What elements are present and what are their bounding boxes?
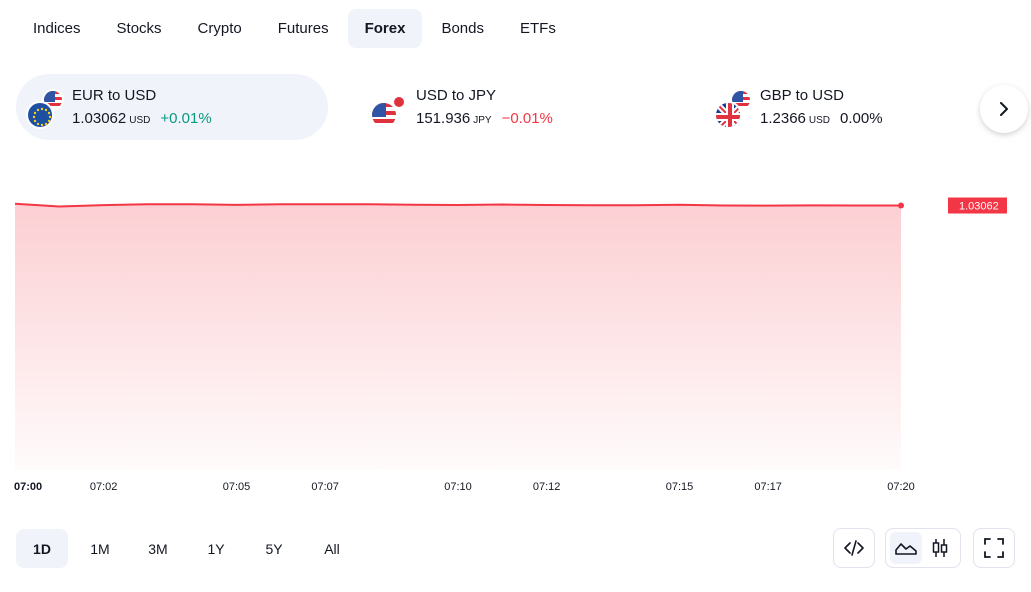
data-point	[634, 204, 636, 206]
ticker-pair: EUR to USD	[72, 87, 157, 104]
ticker-info: EUR to USD 1.03062 USD +0.01%	[72, 87, 212, 127]
area-chart-icon[interactable]	[890, 532, 922, 564]
data-point	[457, 204, 459, 206]
eu-flag-icon	[26, 101, 54, 129]
currency-flags	[26, 87, 66, 129]
price-area-fill	[15, 203, 901, 471]
chart-style-toggle	[885, 528, 961, 568]
data-point	[58, 206, 60, 208]
price-chart[interactable]: 1.030851.030801.030751.030701.030651.030…	[0, 170, 1031, 500]
data-point	[767, 205, 769, 207]
currency-flags	[714, 87, 754, 129]
ticker-card-eurusd[interactable]: EUR to USD 1.03062 USD +0.01%	[16, 74, 328, 140]
ticker-currency: USD	[129, 115, 151, 126]
last-price-badge	[948, 197, 1007, 214]
data-point	[590, 204, 592, 206]
ticker-quote: 1.2366 USD 0.00%	[760, 110, 883, 127]
tab-indices[interactable]: Indices	[33, 20, 81, 37]
ticker-card-gbpusd[interactable]: GBP to USD 1.2366 USD 0.00%	[704, 74, 964, 140]
tab-futures[interactable]: Futures	[277, 20, 329, 37]
x-tick-label: 07:17	[754, 481, 782, 493]
ticker-pair: GBP to USD	[760, 87, 844, 104]
chevron-right-icon	[1000, 102, 1008, 116]
ticker-change: 0.00%	[840, 110, 883, 127]
x-tick-label: 07:20	[887, 481, 915, 493]
range-5y[interactable]: 5Y	[265, 540, 283, 557]
ticker-quote: 1.03062 USD +0.01%	[72, 110, 212, 127]
tab-etfs[interactable]: ETFs	[520, 20, 556, 37]
data-point	[280, 203, 282, 205]
x-tick-label: 07:02	[90, 481, 118, 493]
range-1y[interactable]: 1Y	[207, 540, 225, 557]
x-tick-label: 07:00	[14, 481, 42, 493]
chart-style-group	[885, 528, 961, 568]
range-3m[interactable]: 3M	[148, 540, 168, 557]
data-point	[723, 205, 725, 207]
ticker-info: USD to JPY 151.936 JPY −0.01%	[416, 87, 553, 127]
ticker-price: 1.2366	[760, 110, 806, 127]
data-point	[856, 204, 858, 206]
tab-forex[interactable]: Forex	[347, 9, 423, 48]
x-tick-label: 07:12	[533, 481, 561, 493]
code-icon	[838, 532, 870, 564]
data-point	[236, 204, 238, 206]
ticker-currency: JPY	[473, 115, 492, 126]
ticker-change: +0.01%	[160, 110, 212, 127]
data-point	[679, 204, 681, 206]
data-point	[546, 204, 548, 206]
carousel-next-button[interactable]	[980, 85, 1028, 133]
candlestick-icon[interactable]	[924, 532, 956, 564]
x-tick-label: 07:10	[444, 481, 472, 493]
ticker-price: 151.936	[416, 110, 471, 127]
ticker-change: −0.01%	[501, 110, 553, 127]
data-point	[147, 203, 149, 205]
embed-button[interactable]	[833, 528, 875, 568]
data-point	[413, 204, 415, 206]
ticker-pair: USD to JPY	[416, 87, 497, 104]
data-point	[191, 203, 193, 205]
data-point	[501, 204, 503, 206]
data-point	[14, 203, 16, 205]
x-tick-label: 07:07	[311, 481, 339, 493]
time-range-selector: 1D 1M 3M 1Y 5Y All	[16, 529, 358, 568]
tab-crypto[interactable]: Crypto	[197, 20, 242, 37]
data-point	[811, 204, 813, 206]
x-tick-label: 07:15	[666, 481, 694, 493]
tab-stocks[interactable]: Stocks	[116, 20, 162, 37]
data-point	[103, 204, 105, 206]
chart-canvas[interactable]: 1.030851.030801.030751.030701.030651.030…	[0, 170, 1031, 500]
embed-tool	[833, 528, 875, 568]
range-all[interactable]: All	[324, 540, 340, 557]
last-price-label: 1.03062	[959, 201, 999, 213]
price-line	[14, 202, 901, 208]
ticker-carousel: EUR to USD 1.03062 USD +0.01% USD to JPY…	[16, 74, 1031, 140]
fullscreen-icon	[978, 532, 1010, 564]
last-point-marker	[898, 202, 904, 209]
tab-bonds[interactable]: Bonds	[441, 20, 484, 37]
fullscreen-button[interactable]	[973, 528, 1015, 568]
currency-flags	[370, 87, 410, 129]
ticker-currency: USD	[808, 115, 831, 126]
fullscreen-tool	[973, 528, 1015, 568]
ticker-info: GBP to USD 1.2366 USD 0.00%	[760, 87, 883, 127]
range-1d[interactable]: 1D	[16, 529, 68, 568]
uk-flag-icon	[714, 101, 742, 129]
market-tabs: Indices Stocks Crypto Futures Forex Bond…	[16, 9, 573, 48]
x-tick-label: 07:05	[223, 481, 251, 493]
data-point	[368, 203, 370, 205]
ticker-price: 1.03062	[72, 110, 127, 127]
range-1m[interactable]: 1M	[90, 540, 110, 557]
ticker-card-usdjpy[interactable]: USD to JPY 151.936 JPY −0.01%	[360, 74, 672, 140]
data-point	[324, 203, 326, 205]
ticker-quote: 151.936 JPY −0.01%	[416, 110, 553, 127]
us-flag-icon	[370, 101, 398, 129]
